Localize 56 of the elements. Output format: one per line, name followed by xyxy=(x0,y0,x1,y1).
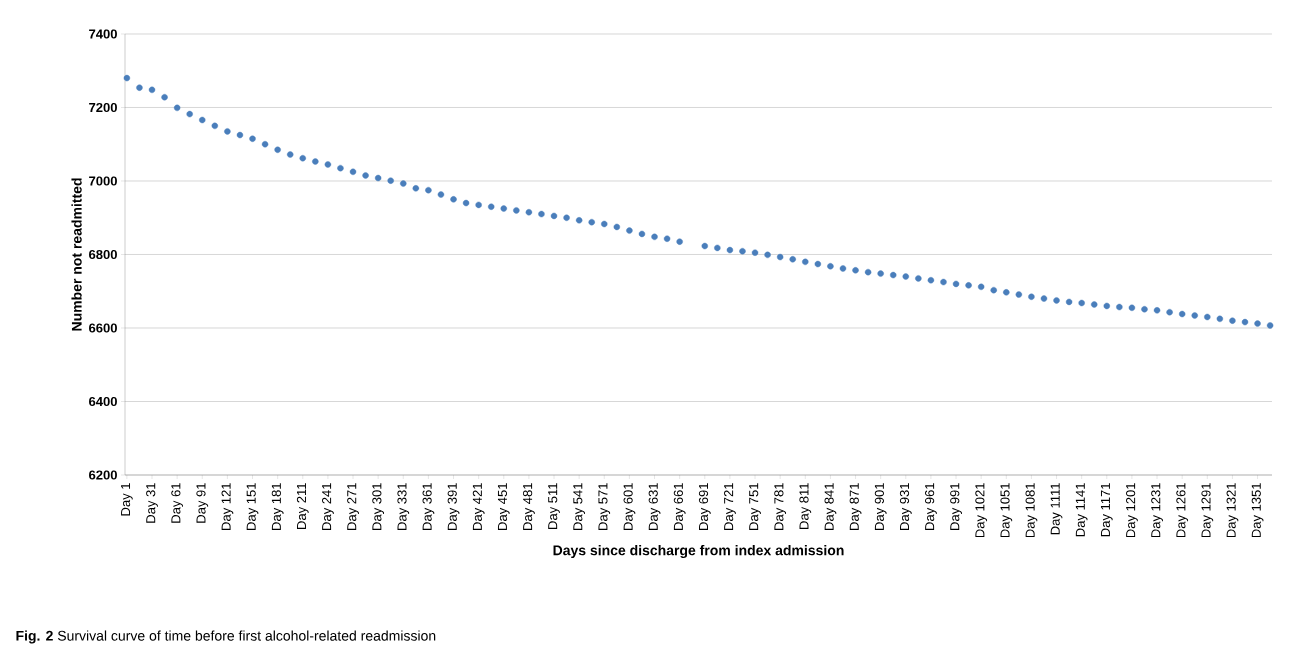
y-tick-label: 6200 xyxy=(89,470,117,480)
x-tick-label: Day 871 xyxy=(849,483,862,530)
x-tick-label: Day 211 xyxy=(296,483,309,529)
y-tick-label: 6400 xyxy=(89,396,117,407)
x-tick-label: Day 331 xyxy=(397,483,410,530)
text: Fig. 2 Survival curve of time before first alcohol-related readmission xyxy=(16,630,436,644)
x-tick-label: Day 961 xyxy=(925,483,937,530)
x-tick-label: Day 781 xyxy=(774,483,787,530)
x-tick-label: Day 991 xyxy=(950,483,962,530)
x-tick-label: Day 1021 xyxy=(975,483,988,538)
x-tick-label: Day 451 xyxy=(497,483,510,530)
x-tick-label: Day 1051 xyxy=(1000,483,1013,538)
x-tick-label: Day 571 xyxy=(598,483,611,530)
x-tick-label: Day 181 xyxy=(271,483,284,530)
x-tick-label: Day 391 xyxy=(447,483,460,530)
x-tick-label: Day 271 xyxy=(347,483,359,530)
x-tick-label: Day 301 xyxy=(372,483,385,530)
x-tick-label: Day 691 xyxy=(698,483,711,530)
x-tick-label: Day 31 xyxy=(146,483,158,523)
x-tick-label: Day 751 xyxy=(749,483,761,530)
x-tick-label: Day 1171 xyxy=(1100,483,1113,537)
x-tick-label: Day 721 xyxy=(724,483,736,530)
x-tick-label: Day 1 xyxy=(121,483,133,516)
y-tick-label: 7400 xyxy=(89,29,117,39)
x-axis-title: Days since discharge from index admission xyxy=(553,545,844,559)
x-tick-label: Day 241 xyxy=(322,483,334,530)
x-tick-label: Day 61 xyxy=(171,483,184,523)
y-tick-label: 7200 xyxy=(89,102,117,113)
x-tick-label: Day 361 xyxy=(422,483,435,530)
y-tick-label: 7000 xyxy=(89,176,117,186)
x-tick-label: Day 1291 xyxy=(1201,483,1214,538)
x-tick-label: Day 481 xyxy=(523,483,535,530)
x-tick-label: Day 601 xyxy=(623,483,636,530)
y-axis-title: Number not readmitted xyxy=(71,178,82,331)
x-tick-label: Day 121 xyxy=(221,483,234,530)
x-tick-label: Day 91 xyxy=(196,483,209,523)
x-tick-label: Day 1261 xyxy=(1176,483,1189,538)
y-tick-label: 6600 xyxy=(89,323,117,333)
x-tick-label: Day 661 xyxy=(673,483,686,530)
x-tick-label: Day 811 xyxy=(799,483,812,529)
x-tick-label: Day 901 xyxy=(874,483,887,530)
x-tick-label: Day 1321 xyxy=(1226,483,1239,538)
x-tick-label: Day 151 xyxy=(246,483,259,530)
x-tick-label: Day 1081 xyxy=(1025,483,1038,538)
x-tick-label: Day 541 xyxy=(573,483,585,530)
x-tick-label: Day 931 xyxy=(899,483,912,530)
y-tick-label: 6800 xyxy=(89,249,117,260)
x-tick-label: Day 1141 xyxy=(1075,483,1088,537)
x-tick-label: Day 511 xyxy=(548,483,560,529)
x-tick-label: Day 1111 xyxy=(1050,483,1063,535)
x-tick-label: Day 631 xyxy=(648,483,661,530)
x-tick-label: Day 421 xyxy=(472,483,485,530)
x-tick-label: Day 1231 xyxy=(1151,483,1163,538)
x-tick-label: Day 1201 xyxy=(1126,483,1138,538)
x-tick-label: Day 1351 xyxy=(1251,483,1264,538)
x-tick-label: Day 841 xyxy=(824,483,837,530)
